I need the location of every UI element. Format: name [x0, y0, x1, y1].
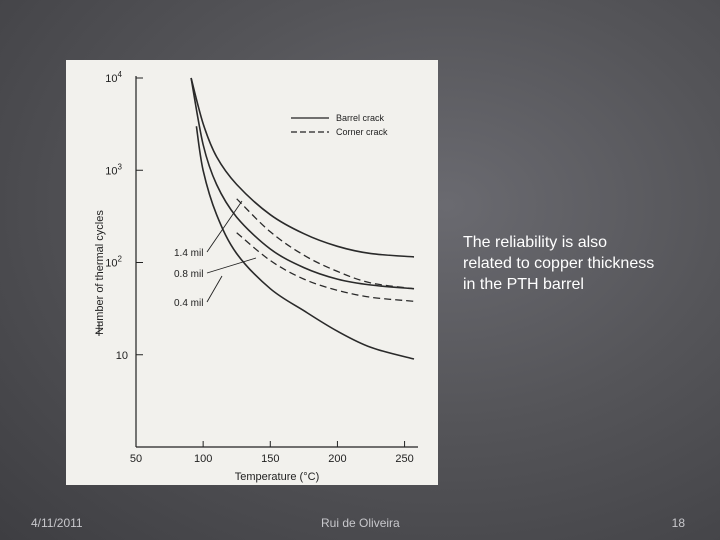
caption-line: related to copper thickness	[463, 255, 655, 272]
legend-entry: Barrel crack	[336, 113, 385, 123]
footer-page-number: 18	[671, 516, 685, 530]
y-tick-label: 103	[105, 162, 122, 177]
series-line-0-8-mil-corner	[236, 232, 415, 302]
y-tick-label: 102	[105, 255, 122, 270]
y-tick-label: 104	[105, 70, 122, 85]
thickness-annotation: 1.4 mil	[174, 248, 203, 259]
y-axis-title: Number of thermal cycles	[94, 210, 106, 335]
caption-line: The reliability is also	[463, 234, 608, 251]
x-tick-label: 150	[261, 453, 279, 465]
caption-line: in the PTH barrel	[463, 276, 584, 293]
thermal-cycles-chart: 50 100 150 200 250 10 102 103 104 Temperature (°C…	[94, 70, 418, 483]
x-tick-label: 100	[194, 453, 212, 465]
x-tick-label: 250	[395, 453, 413, 465]
annotation-leader-line	[206, 257, 257, 274]
footer-author: Rui de Oliveira	[321, 516, 400, 530]
x-tick-label: 200	[328, 453, 346, 465]
x-axis-title: Temperature (°C)	[235, 471, 319, 483]
annotation-leader-line	[206, 275, 223, 303]
footer-date: 4/11/2011	[31, 516, 83, 530]
x-tick-label: 50	[130, 453, 142, 465]
series-line-0-8-mil-barrel	[190, 77, 415, 290]
series-line-1-4-mil-barrel	[190, 77, 415, 258]
thickness-annotation: 0.8 mil	[174, 269, 203, 280]
thickness-annotation: 0.4 mil	[174, 298, 203, 309]
annotation-leader-line	[206, 200, 243, 253]
legend-entry: Corner crack	[336, 127, 388, 137]
chart-figure: 50 100 150 200 250 10 102 103 104 Temperature (°C…	[66, 60, 438, 485]
slide-caption: The reliability is also related to coppe…	[463, 232, 693, 295]
series-line-0-4-mil-barrel	[195, 126, 415, 360]
y-tick-label: 10	[116, 350, 128, 362]
